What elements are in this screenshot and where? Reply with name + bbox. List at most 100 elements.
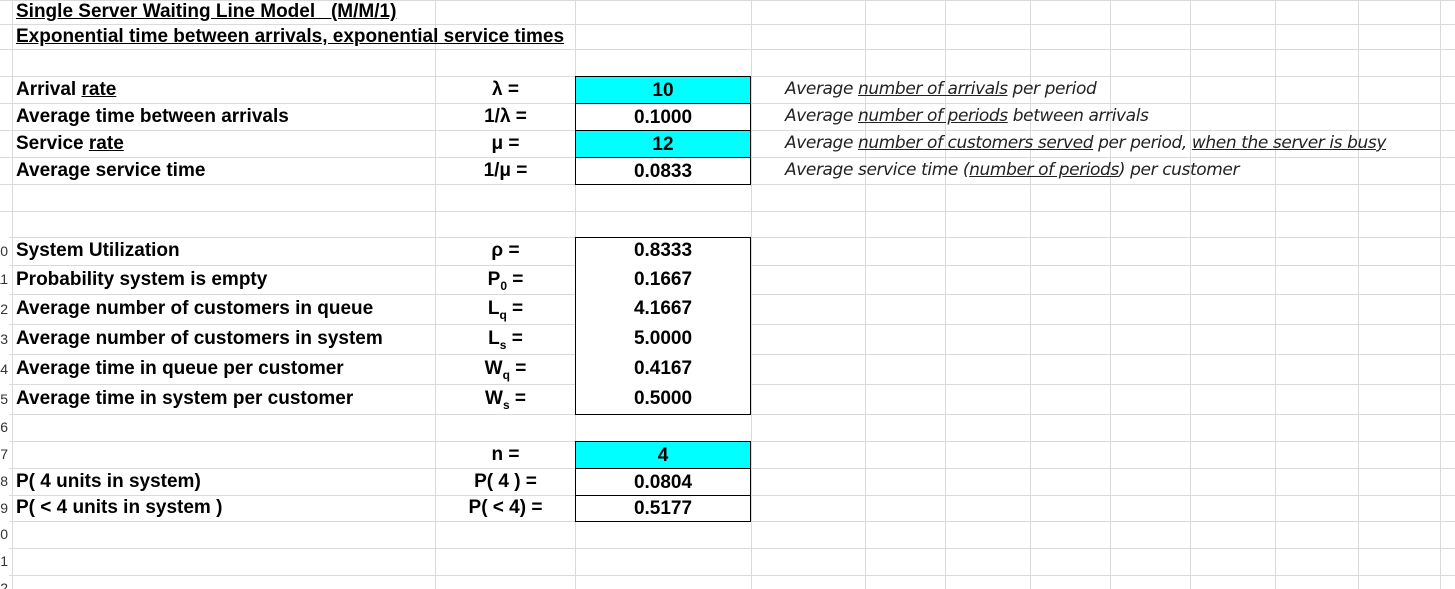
value-cell: 0.4167 xyxy=(575,354,751,384)
subtitle: Exponential time between arrivals, expon… xyxy=(16,26,565,47)
text-segment: P( 4 units in system) xyxy=(16,471,201,492)
symbol-equals: = xyxy=(509,358,527,379)
symbol: Ws = xyxy=(435,384,575,414)
row-header: 13 xyxy=(0,324,9,354)
row-label: Average number of customers in queue xyxy=(16,294,373,324)
row-label: Average time in system per customer xyxy=(16,384,353,414)
symbol: 1/λ = xyxy=(435,103,575,130)
grid-line xyxy=(865,0,866,589)
row-header: 21 xyxy=(0,548,9,575)
symbol-base: λ = xyxy=(492,79,519,100)
row-label: System Utilization xyxy=(16,237,180,265)
text-segment: Average number of customers in system xyxy=(16,328,383,349)
symbol: P0 = xyxy=(435,265,575,294)
text-segment: Average service time xyxy=(16,160,206,181)
text-segment: Average time in system per customer xyxy=(16,388,354,409)
row-number: 10 xyxy=(0,243,8,259)
text-segment: per period, xyxy=(1093,133,1192,153)
row-number: 22 xyxy=(0,580,8,589)
text-segment: between arrivals xyxy=(1007,106,1149,126)
row-number: 13 xyxy=(0,331,8,347)
text-segment: Probability system is empty xyxy=(16,269,268,290)
row-header: 14 xyxy=(0,354,9,384)
symbol-base: P xyxy=(487,269,501,290)
grid-line xyxy=(1358,0,1359,589)
grid-line xyxy=(1110,0,1111,589)
text-segment: Average xyxy=(785,79,859,99)
value-cell: 4 xyxy=(575,441,751,469)
grid-line xyxy=(0,49,1455,50)
row-number: 14 xyxy=(0,361,8,377)
value-cell: 0.1000 xyxy=(575,103,751,131)
symbol: μ = xyxy=(435,130,575,157)
symbol: λ = xyxy=(435,76,575,103)
symbol-base: 1/μ = xyxy=(483,160,528,181)
row-number: 17 xyxy=(0,446,8,462)
title: Single Server Waiting Line Model (M/M/1) xyxy=(16,1,397,22)
text-segment: rate xyxy=(81,79,117,100)
grid-line xyxy=(0,575,1455,576)
row-number: 12 xyxy=(0,301,8,317)
row-header: 12 xyxy=(0,294,9,324)
row-label: Average time in queue per customer xyxy=(16,354,344,384)
grid-line xyxy=(1275,0,1276,589)
row-header: 20 xyxy=(0,521,9,548)
symbol: Lq = xyxy=(435,294,575,324)
text-segment: rate xyxy=(88,133,124,154)
symbol-base: W xyxy=(484,358,503,379)
text-segment: Service xyxy=(16,133,89,154)
text-segment: P( < 4 units in system ) xyxy=(16,497,223,518)
value-cell: 12 xyxy=(575,130,751,158)
grid-line xyxy=(0,0,1455,1)
symbol-equals: = xyxy=(507,269,524,290)
symbol: Ls = xyxy=(435,324,575,354)
value-box-border xyxy=(575,237,751,415)
value-cell: 0.5177 xyxy=(575,495,751,522)
row-header: 17 xyxy=(0,441,9,468)
symbol-subscript: s xyxy=(502,397,510,412)
row-label: Average time between arrivals xyxy=(16,103,289,130)
value-cell: 10 xyxy=(575,76,751,104)
grid-line xyxy=(0,24,1455,25)
symbol-base: μ = xyxy=(491,133,520,154)
grid-line xyxy=(1190,0,1191,589)
text-segment: ) per customer xyxy=(1118,160,1240,180)
symbol: P( < 4) = xyxy=(435,495,575,521)
text-segment: when the server is busy xyxy=(1191,133,1387,153)
symbol-equals: = xyxy=(506,298,524,319)
symbol: Wq = xyxy=(435,354,575,384)
row-header: 16 xyxy=(0,414,9,441)
symbol-base: n = xyxy=(491,444,520,465)
symbol-equals: = xyxy=(509,388,526,409)
text-segment: number of arrivals xyxy=(858,79,1008,99)
symbol: ρ = xyxy=(435,237,575,265)
symbol-subscript: 0 xyxy=(500,278,507,293)
grid-line xyxy=(1030,0,1031,589)
symbol-base: 1/λ = xyxy=(484,106,527,127)
row-header: 19 xyxy=(0,495,9,521)
grid-line xyxy=(945,0,946,589)
text-segment: Average service time ( xyxy=(785,160,970,180)
description: Average number of periods between arriva… xyxy=(785,103,1149,130)
grid-line xyxy=(435,0,436,589)
row-label: Average number of customers in system xyxy=(16,324,383,354)
symbol-base: P( < 4) = xyxy=(468,497,543,518)
row-number: 16 xyxy=(0,419,8,435)
row-number: 21 xyxy=(0,553,8,569)
symbol-subscript: q xyxy=(502,367,510,382)
symbol-base: ρ = xyxy=(491,240,520,261)
row-number: 18 xyxy=(0,473,8,489)
text-segment: System Utilization xyxy=(16,240,180,261)
row-number: 15 xyxy=(0,391,8,407)
row-label: Average service time xyxy=(16,157,205,184)
symbol-base: L xyxy=(488,328,500,349)
grid-line xyxy=(751,0,752,589)
value-cell: 0.0804 xyxy=(575,468,751,496)
row-label: Probability system is empty xyxy=(16,265,267,294)
grid-line xyxy=(0,548,1455,549)
row-label: Arrival rate xyxy=(16,76,116,103)
value-cell: 5.0000 xyxy=(575,324,751,354)
row-number: 20 xyxy=(0,526,8,542)
symbol-base: L xyxy=(487,298,500,319)
